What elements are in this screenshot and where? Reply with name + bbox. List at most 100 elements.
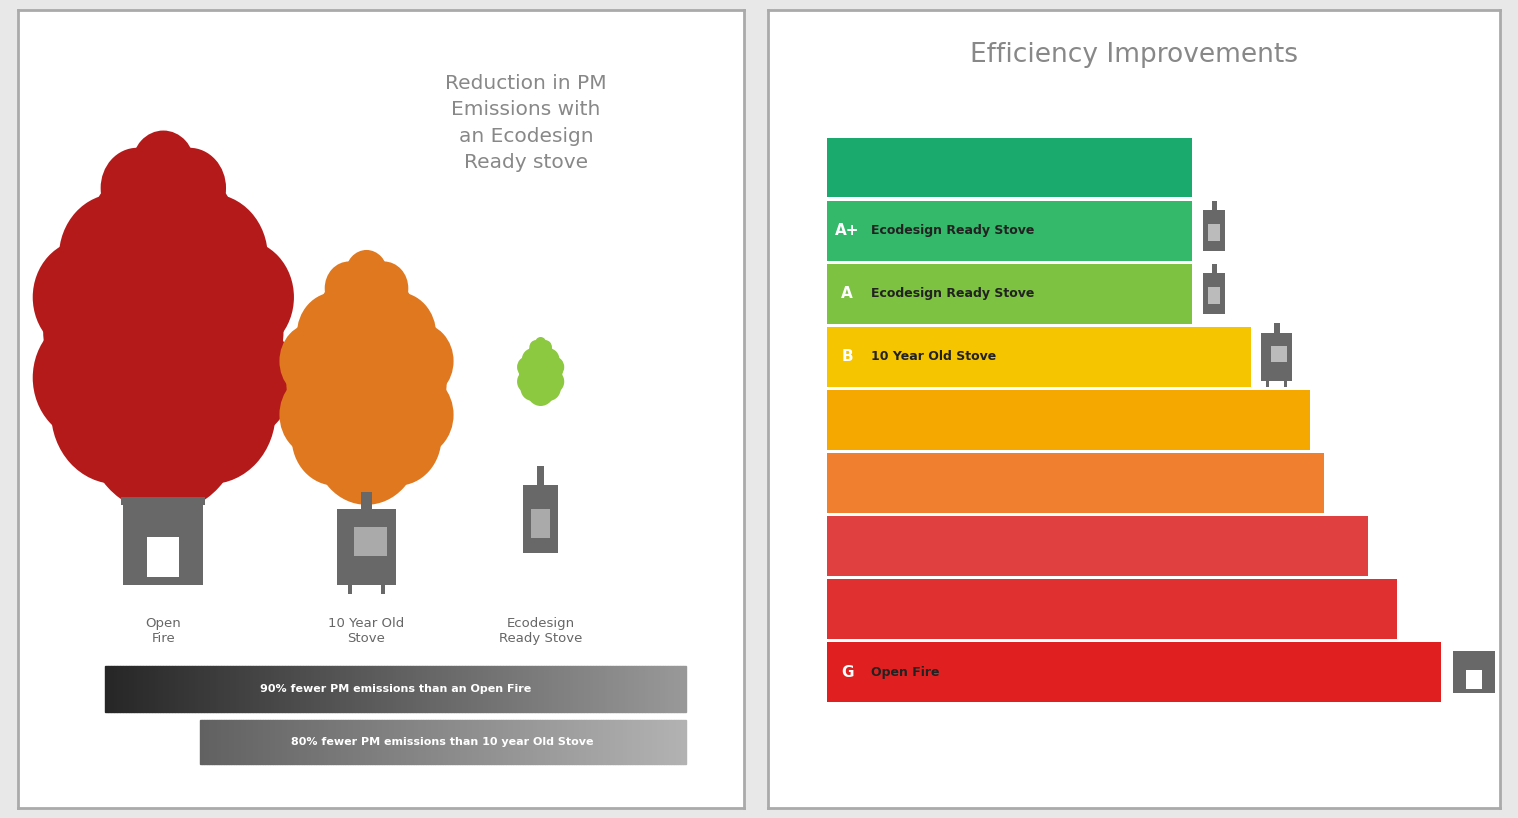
Bar bbox=[562, 721, 565, 764]
Bar bbox=[572, 666, 575, 712]
Bar bbox=[299, 721, 302, 764]
Bar bbox=[249, 721, 250, 764]
Circle shape bbox=[90, 171, 194, 285]
Bar bbox=[161, 666, 164, 712]
Bar bbox=[393, 666, 396, 712]
Bar bbox=[1453, 651, 1495, 693]
Bar bbox=[524, 485, 559, 553]
Bar bbox=[578, 666, 581, 712]
Bar bbox=[463, 666, 465, 712]
Bar bbox=[395, 721, 396, 764]
Circle shape bbox=[537, 375, 562, 401]
Bar bbox=[557, 721, 559, 764]
Bar bbox=[431, 721, 433, 764]
Bar bbox=[360, 721, 363, 764]
Bar bbox=[521, 721, 522, 764]
Bar bbox=[178, 666, 181, 712]
Bar bbox=[554, 721, 557, 764]
Circle shape bbox=[317, 276, 387, 353]
Bar bbox=[270, 666, 273, 712]
Bar bbox=[343, 721, 346, 764]
Bar bbox=[1266, 380, 1269, 388]
Bar bbox=[575, 666, 578, 712]
Bar bbox=[416, 666, 419, 712]
Bar bbox=[243, 721, 246, 764]
Bar bbox=[114, 666, 117, 712]
Bar bbox=[200, 721, 202, 764]
Circle shape bbox=[153, 148, 226, 228]
Bar bbox=[291, 721, 294, 764]
Bar bbox=[361, 492, 372, 509]
Bar bbox=[237, 721, 238, 764]
Bar bbox=[553, 721, 554, 764]
Bar bbox=[196, 666, 199, 712]
Bar bbox=[401, 721, 404, 764]
Bar bbox=[480, 666, 483, 712]
Bar bbox=[326, 666, 329, 712]
Bar bbox=[436, 666, 439, 712]
Bar bbox=[346, 721, 348, 764]
Bar bbox=[326, 721, 328, 764]
Bar bbox=[543, 666, 546, 712]
Bar bbox=[630, 666, 633, 712]
Circle shape bbox=[322, 302, 411, 402]
Circle shape bbox=[279, 323, 349, 399]
Bar bbox=[267, 721, 270, 764]
Circle shape bbox=[360, 262, 408, 315]
Circle shape bbox=[158, 263, 284, 401]
Bar bbox=[474, 666, 477, 712]
Bar bbox=[349, 666, 352, 712]
Bar bbox=[492, 666, 495, 712]
Bar bbox=[209, 721, 213, 764]
Bar bbox=[121, 497, 205, 505]
Bar bbox=[294, 666, 298, 712]
Bar bbox=[190, 666, 193, 712]
Bar bbox=[524, 666, 527, 712]
Bar bbox=[376, 721, 380, 764]
Bar bbox=[431, 666, 433, 712]
Circle shape bbox=[539, 340, 553, 355]
Circle shape bbox=[522, 348, 542, 371]
Bar bbox=[483, 666, 486, 712]
Bar bbox=[662, 666, 665, 712]
Bar bbox=[263, 721, 266, 764]
Bar bbox=[827, 579, 1398, 639]
Bar bbox=[682, 721, 683, 764]
Bar bbox=[202, 721, 205, 764]
Bar bbox=[601, 666, 604, 712]
Bar bbox=[604, 666, 607, 712]
Bar bbox=[654, 721, 657, 764]
Circle shape bbox=[33, 240, 137, 355]
Bar bbox=[387, 721, 389, 764]
Bar bbox=[147, 537, 179, 577]
Bar bbox=[607, 666, 610, 712]
Bar bbox=[581, 721, 584, 764]
Bar bbox=[439, 666, 442, 712]
Text: Ecodesign
Ready Stove: Ecodesign Ready Stove bbox=[499, 617, 583, 645]
Bar bbox=[328, 721, 331, 764]
Bar bbox=[279, 721, 282, 764]
Bar bbox=[155, 666, 158, 712]
Bar bbox=[314, 666, 317, 712]
Bar bbox=[193, 666, 196, 712]
Bar bbox=[613, 666, 616, 712]
Bar bbox=[510, 721, 513, 764]
Text: 90% fewer PM emissions than an Open Fire: 90% fewer PM emissions than an Open Fire bbox=[260, 684, 531, 694]
Bar bbox=[827, 390, 1310, 450]
Bar bbox=[498, 721, 501, 764]
Bar bbox=[206, 666, 209, 712]
Bar bbox=[436, 721, 437, 764]
Bar bbox=[343, 666, 346, 712]
Bar bbox=[1208, 223, 1220, 241]
Text: A: A bbox=[841, 286, 853, 301]
Bar bbox=[566, 666, 569, 712]
Circle shape bbox=[279, 372, 357, 457]
Bar bbox=[1278, 346, 1287, 362]
Bar bbox=[574, 721, 577, 764]
Bar bbox=[276, 666, 279, 712]
Bar bbox=[603, 721, 606, 764]
Bar bbox=[219, 721, 222, 764]
Bar bbox=[217, 721, 219, 764]
Bar bbox=[495, 666, 496, 712]
Bar bbox=[370, 721, 372, 764]
